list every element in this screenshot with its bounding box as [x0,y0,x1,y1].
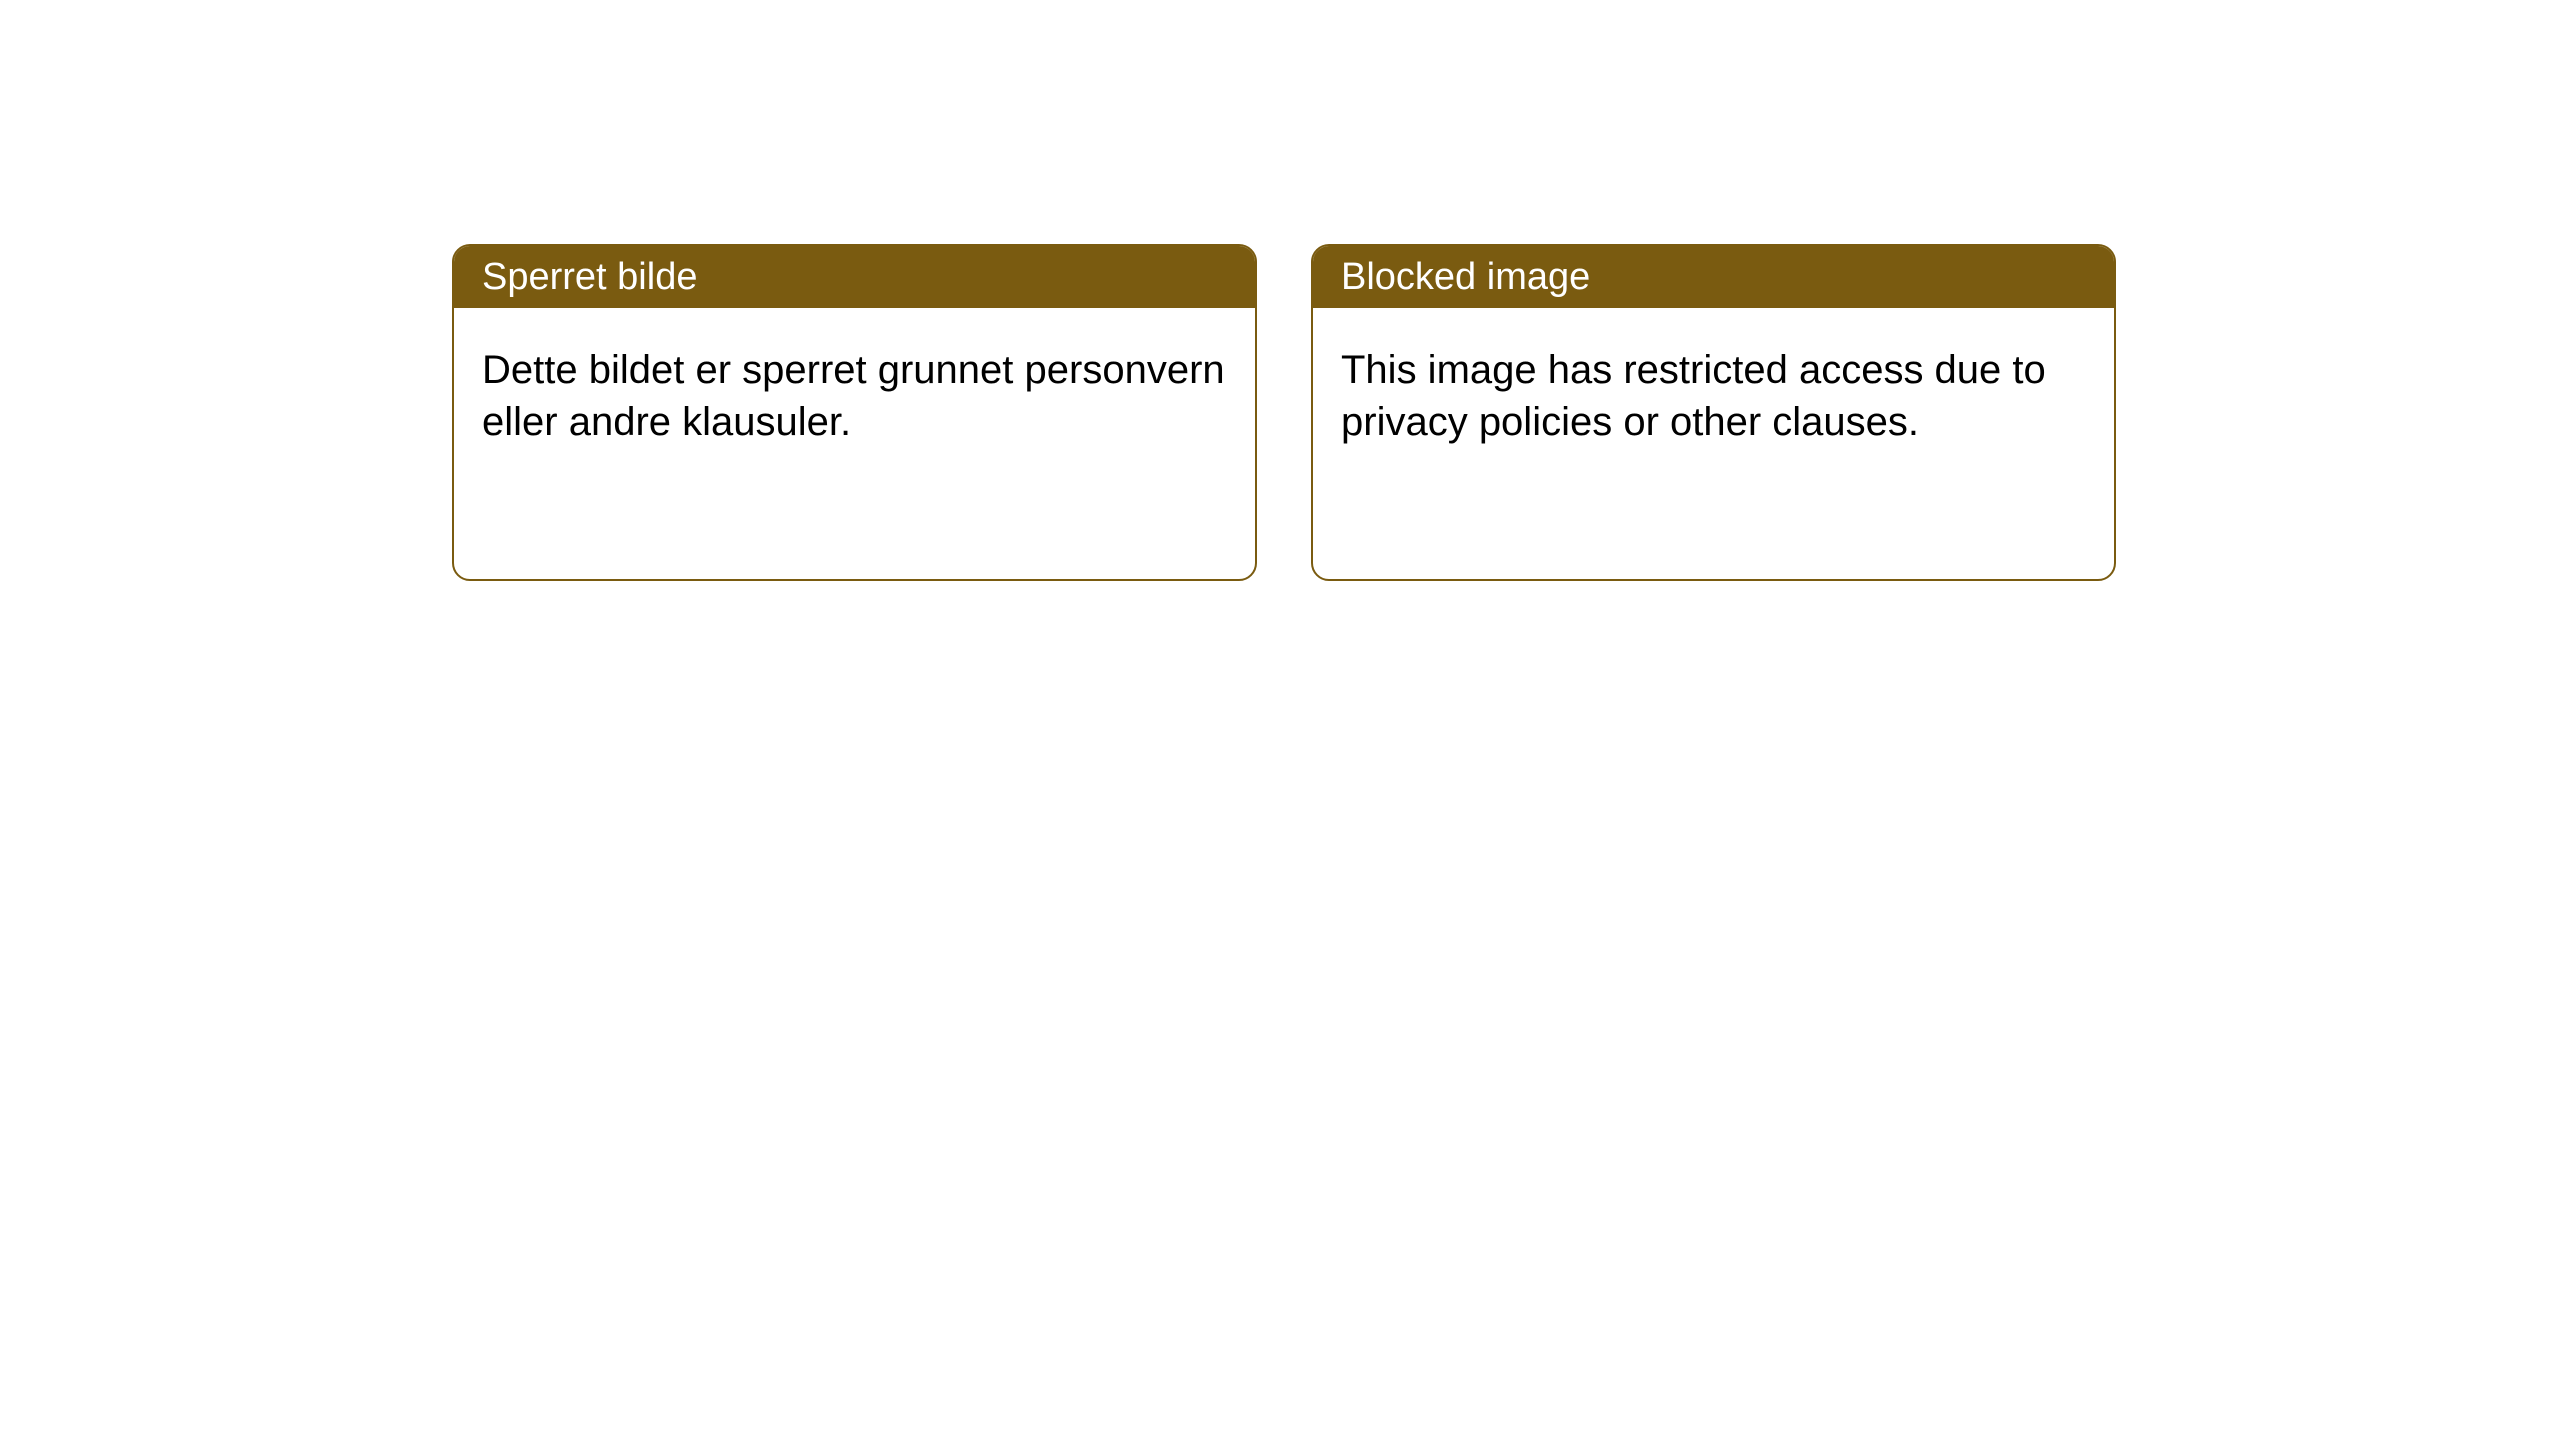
card-title: Blocked image [1341,256,1590,299]
card-body-text: Dette bildet er sperret grunnet personve… [482,348,1225,444]
card-header: Sperret bilde [454,246,1255,308]
notice-card-norwegian: Sperret bilde Dette bildet er sperret gr… [452,244,1257,581]
card-title: Sperret bilde [482,256,697,299]
card-body-text: This image has restricted access due to … [1341,348,2046,444]
card-header: Blocked image [1313,246,2114,308]
notice-card-english: Blocked image This image has restricted … [1311,244,2116,581]
card-body: This image has restricted access due to … [1313,308,2114,484]
notice-container: Sperret bilde Dette bildet er sperret gr… [0,0,2560,581]
card-body: Dette bildet er sperret grunnet personve… [454,308,1255,484]
